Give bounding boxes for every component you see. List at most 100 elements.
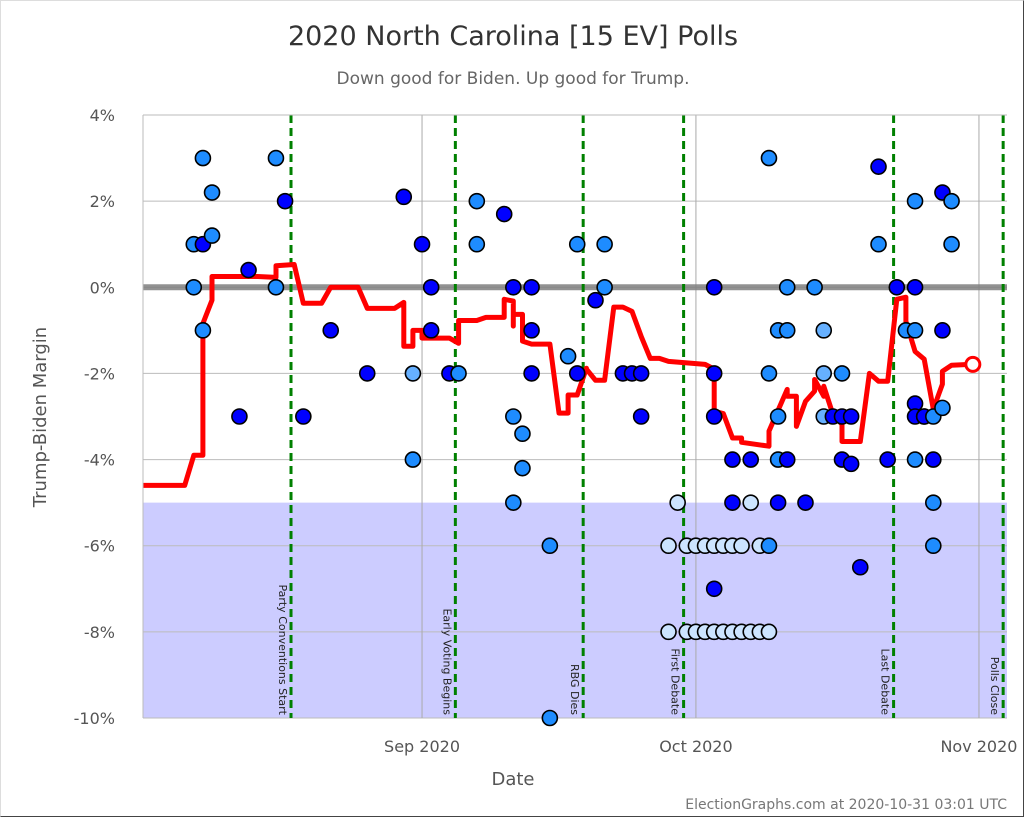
- y-tick-label: -4%: [84, 451, 115, 470]
- poll-point: [632, 365, 650, 382]
- poll-point: [632, 408, 650, 425]
- x-tick-label: Sep 2020: [384, 737, 460, 756]
- x-tick-label: Oct 2020: [659, 737, 732, 756]
- y-tick-label: 0%: [90, 278, 115, 297]
- poll-point: [194, 149, 212, 167]
- y-tick-label: -2%: [84, 364, 115, 383]
- poll-point: [733, 537, 750, 555]
- y-tick-label: 4%: [90, 106, 115, 125]
- poll-point: [806, 278, 823, 296]
- event-label: First Debate: [669, 648, 682, 715]
- poll-point: [851, 558, 869, 576]
- event-label: Early Voting Begins: [440, 608, 453, 715]
- poll-point: [778, 322, 796, 339]
- poll-point: [194, 322, 212, 339]
- poll-point: [322, 322, 340, 339]
- event-label: Party Conventions Start: [276, 584, 289, 715]
- poll-point: [587, 291, 604, 309]
- poll-point: [404, 451, 422, 468]
- poll-point: [842, 455, 860, 473]
- shaded-region: [143, 502, 1007, 718]
- poll-point: [422, 278, 440, 296]
- poll-point: [943, 192, 960, 210]
- poll-point: [358, 365, 376, 382]
- event-label: Last Debate: [879, 649, 892, 716]
- poll-point: [842, 408, 860, 425]
- poll-point: [760, 149, 778, 167]
- poll-point: [505, 278, 522, 296]
- poll-point: [879, 451, 896, 468]
- poll-point: [660, 623, 677, 641]
- poll-point: [276, 192, 294, 210]
- poll-point: [906, 192, 924, 210]
- poll-point: [760, 365, 778, 382]
- poll-point: [422, 322, 440, 339]
- poll-point: [760, 623, 778, 641]
- y-tick-label: -6%: [84, 537, 115, 556]
- poll-point: [505, 408, 522, 425]
- poll-point: [669, 494, 686, 511]
- chart-title: 2020 North Carolina [15 EV] Polls: [288, 21, 738, 52]
- poll-point: [495, 205, 513, 223]
- poll-point: [295, 408, 312, 425]
- poll-point: [203, 184, 221, 201]
- poll-point: [934, 322, 951, 339]
- poll-point: [395, 188, 413, 206]
- poll-point: [934, 399, 951, 417]
- poll-point: [660, 537, 677, 555]
- poll-point: [925, 494, 942, 511]
- poll-point: [705, 365, 723, 382]
- poll-point: [240, 261, 257, 279]
- chart-subtitle: Down good for Biden. Up good for Trump.: [337, 69, 690, 89]
- poll-point: [541, 709, 559, 727]
- poll-point: [760, 537, 778, 555]
- poll-point: [705, 408, 723, 425]
- poll-point: [185, 278, 203, 296]
- y-tick-label: 2%: [90, 192, 115, 211]
- poll-point: [596, 235, 613, 253]
- poll-point: [267, 149, 285, 167]
- poll-point: [413, 235, 431, 253]
- event-label: RBG Dies: [568, 664, 581, 715]
- poll-point: [596, 278, 613, 296]
- poll-point: [468, 235, 486, 253]
- poll-point: [888, 278, 906, 296]
- poll-point: [724, 451, 741, 468]
- poll-point: [925, 451, 942, 468]
- y-tick-label: -8%: [84, 623, 115, 642]
- poll-point: [468, 192, 486, 210]
- y-axis-label: Trump-Biden Margin: [30, 327, 51, 508]
- poll-point: [541, 537, 559, 555]
- poll-point: [906, 451, 924, 468]
- footer-credit: ElectionGraphs.com at 2020-10-31 03:01 U…: [685, 797, 1007, 813]
- poll-point: [778, 451, 796, 468]
- poll-point: [870, 235, 887, 253]
- poll-point: [906, 278, 924, 296]
- poll-point: [943, 235, 960, 253]
- poll-point: [769, 494, 787, 511]
- poll-point: [267, 278, 285, 296]
- trend-line: [143, 262, 970, 488]
- poll-point: [742, 451, 760, 468]
- poll-point: [231, 408, 248, 425]
- x-tick-label: Nov 2020: [940, 737, 1017, 756]
- poll-point: [450, 365, 467, 382]
- poll-point: [705, 580, 723, 598]
- event-label: Polls Close: [988, 657, 1001, 716]
- poll-point: [769, 408, 787, 425]
- poll-point: [514, 459, 531, 477]
- poll-point: [705, 278, 723, 296]
- poll-point: [404, 365, 422, 382]
- poll-point: [523, 365, 540, 382]
- poll-point: [568, 365, 586, 382]
- poll-point: [724, 494, 741, 511]
- poll-point: [568, 235, 586, 253]
- poll-point: [815, 365, 833, 382]
- poll-point: [925, 537, 942, 555]
- poll-point: [833, 365, 851, 382]
- poll-point: [797, 494, 814, 511]
- poll-point: [514, 425, 531, 443]
- poll-point: [906, 322, 924, 339]
- poll-point: [559, 347, 577, 365]
